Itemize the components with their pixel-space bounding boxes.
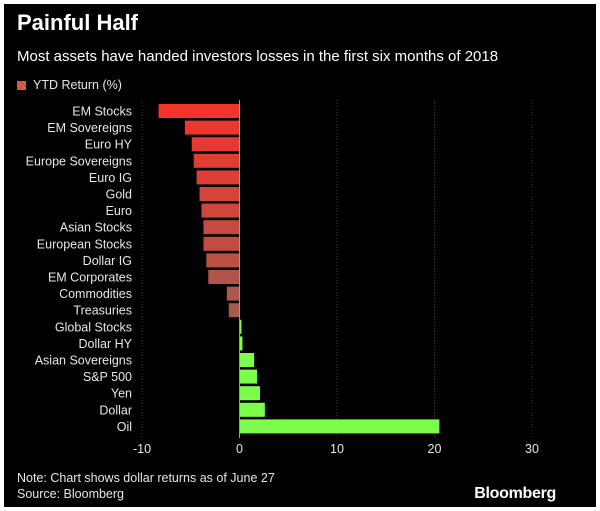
category-label-10: EM Corporates — [48, 271, 132, 285]
bar-8 — [203, 236, 240, 251]
chart-title: Painful Half — [17, 10, 139, 35]
x-tick-label-30: 30 — [525, 442, 539, 456]
bar-18 — [239, 402, 265, 417]
bar-11 — [226, 286, 240, 301]
bloomberg-logo: Bloomberg — [474, 485, 556, 502]
category-label-6: Euro — [106, 204, 132, 218]
category-label-16: S&P 500 — [83, 370, 132, 384]
category-label-13: Global Stocks — [55, 320, 132, 334]
category-label-14: Dollar HY — [79, 337, 133, 351]
bar-2 — [191, 137, 240, 152]
legend: YTD Return (%) — [17, 77, 122, 93]
category-label-19: Oil — [117, 420, 132, 434]
category-label-7: Asian Stocks — [60, 221, 132, 235]
bar-14 — [239, 336, 243, 351]
bar-3 — [193, 153, 240, 168]
bar-16 — [239, 369, 258, 384]
category-label-4: Euro IG — [89, 171, 132, 185]
bar-0 — [158, 104, 240, 118]
category-label-15: Asian Sovereigns — [35, 354, 132, 368]
bar-5 — [199, 187, 240, 201]
category-label-12: Treasuries — [73, 304, 132, 318]
category-label-17: Yen — [111, 387, 132, 401]
x-tick-label-10: 10 — [330, 442, 344, 456]
bar-chart: EM Stocks EM Sovereigns Euro HY Europe Sove… — [26, 100, 539, 456]
x-tick-label-0: 0 — [236, 442, 243, 456]
legend-swatch — [17, 80, 26, 90]
bar-1 — [184, 120, 240, 135]
category-label-9: Dollar IG — [83, 254, 132, 268]
legend-label: YTD Return (%) — [33, 78, 122, 92]
category-label-5: Gold — [106, 188, 132, 202]
bar-9 — [206, 253, 240, 268]
chart-frame: Painful Half Most assets have handed inv… — [4, 4, 596, 507]
category-label-0: EM Stocks — [72, 105, 132, 119]
category-label-18: Dollar — [99, 403, 132, 417]
bar-4 — [196, 170, 240, 185]
category-label-3: Europe Sovereigns — [26, 154, 132, 168]
bar-17 — [239, 386, 260, 401]
bar-15 — [239, 353, 255, 367]
category-label-2: Euro HY — [85, 138, 133, 152]
chart-source: Source: Bloomberg — [17, 487, 125, 501]
bar-7 — [203, 220, 240, 235]
x-tick-label--10: -10 — [133, 442, 151, 456]
bar-13 — [239, 319, 242, 334]
bar-6 — [201, 203, 240, 218]
chart-note: Note: Chart shows dollar returns as of J… — [17, 471, 275, 485]
category-label-8: European Stocks — [37, 237, 132, 251]
bar-19 — [239, 419, 440, 434]
x-tick-label-20: 20 — [428, 442, 442, 456]
bar-10 — [208, 270, 240, 284]
chart-subtitle: Most assets have handed investors losses… — [17, 48, 499, 65]
category-label-11: Commodities — [59, 287, 132, 301]
category-label-1: EM Sovereigns — [47, 121, 132, 135]
bar-12 — [228, 303, 240, 318]
